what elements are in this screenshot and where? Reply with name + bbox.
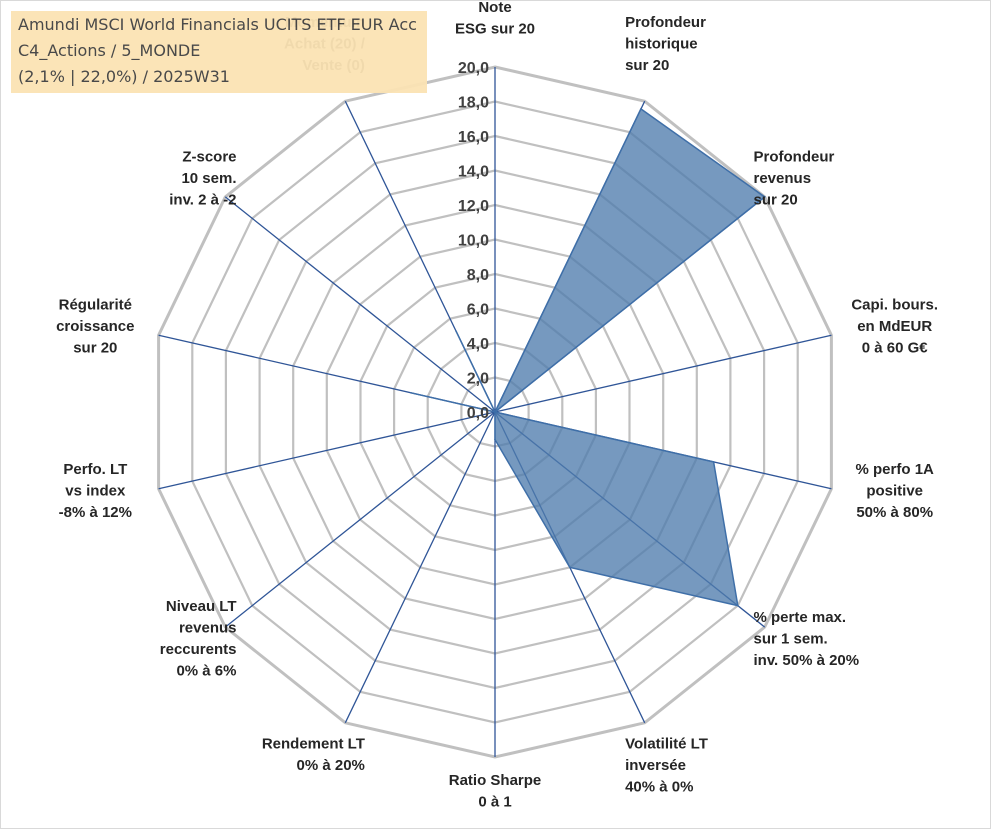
axis-label-line: % perte max.	[754, 609, 847, 626]
axis-label-line: historique	[625, 36, 698, 53]
axis-label-line: Régularité	[59, 297, 132, 314]
axis-label-line: positive	[866, 482, 923, 499]
axis-label-line: % perfo 1A	[856, 461, 935, 478]
tick-label-9: 18,0	[458, 95, 489, 112]
axis-label-1: Profondeur historique sur 20	[625, 14, 706, 74]
tick-label-2: 4,0	[467, 336, 489, 353]
radar-series	[410, 107, 766, 607]
axis-label-line: 40% à 0%	[625, 779, 693, 796]
axis-label-5: % perte max. sur 1 sem. inv. 50% à 20%	[754, 609, 860, 669]
radar-axis-labels: Note ESG sur 20 Profondeur historique sur 20…	[56, 0, 938, 811]
axis-label-line: sur 20	[754, 192, 798, 209]
axis-label-line: revenus	[179, 620, 237, 637]
axis-label-line: 0% à 20%	[297, 757, 365, 774]
data-point-4	[712, 461, 715, 463]
spoke-8	[344, 411, 496, 724]
axis-label-4: % perfo 1A positive 50% à 80%	[856, 461, 935, 521]
tick-label-7: 14,0	[458, 164, 489, 181]
axis-label-10: Perfo. LT vs index -8% à 12%	[59, 461, 132, 521]
data-point-12	[494, 411, 496, 413]
axis-label-line: 0 à 60 G€	[862, 340, 929, 357]
axis-label-12: Z-score 10 sem. inv. 2 à -2	[169, 149, 236, 209]
axis-label-line: Capi. bours.	[851, 297, 938, 314]
axis-label-line: Perfo. LT	[63, 461, 127, 478]
axis-label-line: sur 1 sem.	[754, 630, 828, 647]
axis-label-0: Note ESG sur 20	[455, 0, 535, 38]
data-point-7	[494, 438, 496, 441]
tick-label-4: 8,0	[467, 267, 489, 284]
radar-tick-labels: 0,0 2,0 4,0 6,0 8,0 10,0 12,0 14,0 16,0 18,0 20,0	[458, 60, 489, 422]
axis-label-line: ESG sur 20	[455, 21, 535, 38]
axis-label-line: vs index	[65, 482, 126, 499]
axis-label-line: 10 sem.	[181, 170, 236, 187]
axis-label-line: 50% à 80%	[856, 504, 933, 521]
axis-label-2: Profondeur revenus sur 20	[754, 149, 835, 209]
tick-label-10: 20,0	[458, 60, 489, 77]
chart-title-line-2: C4_Actions / 5_MONDE	[18, 41, 201, 60]
axis-label-line: inversée	[625, 757, 686, 774]
data-point-11	[410, 392, 412, 394]
spoke-9	[224, 411, 496, 628]
axis-label-line: Niveau LT	[166, 598, 237, 615]
tick-label-0: 0,0	[467, 405, 489, 422]
axis-label-line: reccurents	[160, 641, 237, 658]
axis-label-line: Rendement LT	[262, 736, 365, 753]
spoke-12	[224, 196, 496, 413]
axis-label-line: Profondeur	[625, 14, 706, 31]
chart-title-line-1: Amundi MSCI World Financials UCITS ETF E…	[18, 15, 417, 34]
axis-label-line: Ratio Sharpe	[449, 772, 542, 789]
axis-label-line: Volatilité LT	[625, 736, 708, 753]
data-point-13	[455, 330, 457, 333]
axis-label-line: revenus	[754, 170, 812, 187]
series-area-0	[410, 107, 766, 607]
spoke-3	[494, 334, 832, 413]
chart-title-box: Amundi MSCI World Financials UCITS ETF E…	[11, 11, 427, 93]
axis-label-line: 0% à 6%	[176, 663, 236, 680]
data-point-2	[763, 196, 766, 198]
axis-label-6: Volatilité LT inversée 40% à 0%	[625, 736, 708, 796]
data-point-5	[737, 604, 739, 607]
axis-label-line: Profondeur	[754, 149, 835, 166]
axis-label-line: Z-score	[182, 149, 236, 166]
axis-label-7: Ratio Sharpe 0 à 1	[449, 772, 542, 811]
tick-label-5: 10,0	[458, 233, 489, 250]
tick-label-6: 12,0	[458, 198, 489, 215]
tick-label-3: 6,0	[467, 302, 489, 319]
axis-label-9: Niveau LT revenus reccurents 0% à 6%	[160, 598, 237, 680]
axis-label-line: inv. 50% à 20%	[754, 652, 860, 669]
axis-label-line: 0 à 1	[478, 794, 511, 811]
axis-label-line: inv. 2 à -2	[169, 192, 236, 209]
axis-label-line: -8% à 12%	[59, 504, 132, 521]
axis-label-8: Rendement LT 0% à 20%	[262, 736, 365, 775]
axis-label-11: Régularité croissance sur 20	[56, 297, 134, 357]
chart-title-line-3: (2,1% | 22,0%) / 2025W31	[18, 67, 230, 86]
axis-label-line: en MdEUR	[857, 318, 932, 335]
data-point-6	[569, 566, 571, 569]
axis-label-3: Capi. bours. en MdEUR 0 à 60 G€	[851, 297, 938, 357]
axis-label-line: sur 20	[625, 57, 669, 74]
spoke-10	[158, 411, 496, 490]
axis-label-line: Note	[478, 0, 511, 16]
axis-label-line: sur 20	[73, 340, 117, 357]
axis-label-line: croissance	[56, 318, 134, 335]
data-point-1	[640, 108, 642, 110]
tick-label-1: 2,0	[467, 371, 489, 388]
tick-label-8: 16,0	[458, 129, 489, 146]
